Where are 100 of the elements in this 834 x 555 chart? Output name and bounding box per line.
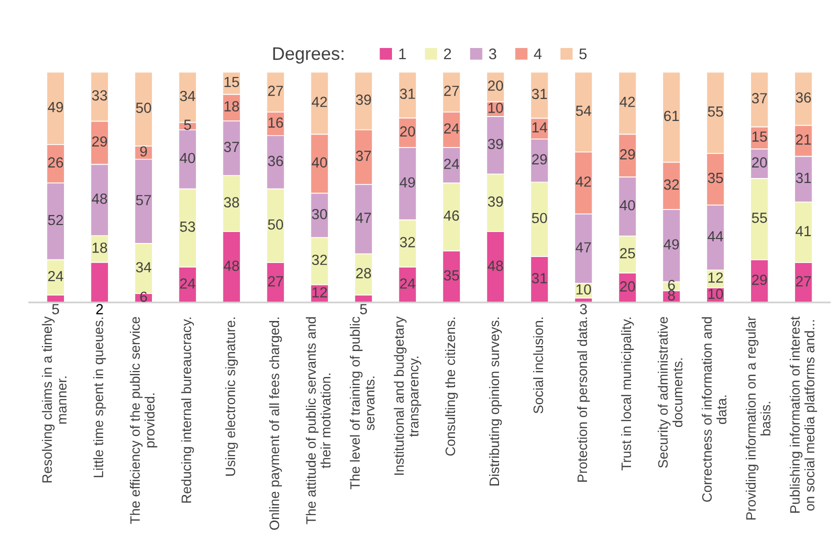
data-label: 55 (752, 212, 767, 223)
data-label: 12 (708, 272, 723, 283)
data-label: 32 (312, 254, 327, 266)
data-label: 20 (488, 80, 504, 91)
data-label: 49 (48, 102, 64, 112)
x-tick-label: The attitude of public servants and their motivation. (306, 317, 331, 524)
x-tick-label: Trust in local municipality. (621, 318, 634, 470)
data-label: 34 (180, 90, 196, 102)
x-tick-label: Providing information on a regular basis. (746, 316, 770, 520)
data-label: 12 (312, 287, 327, 298)
data-label: 10 (708, 288, 723, 300)
data-label: 29 (620, 149, 635, 160)
data-label: 27 (444, 86, 459, 96)
data-label: 29 (92, 136, 107, 147)
data-label: 39 (488, 196, 503, 207)
data-label: 6 (140, 292, 147, 302)
data-label: 27 (268, 86, 283, 96)
data-label: 18 (224, 101, 240, 112)
data-label: 10 (576, 284, 592, 295)
data-label: 50 (532, 212, 548, 224)
data-label: 20 (752, 157, 767, 168)
data-label: 5 (52, 304, 60, 314)
data-label: 29 (752, 274, 767, 285)
legend-label: 5 (579, 48, 587, 60)
data-label: 36 (796, 92, 811, 103)
data-label: 34 (136, 262, 152, 272)
x-tick-label: Distributing opinion surveys. (489, 318, 502, 486)
data-label: 24 (444, 123, 460, 134)
data-label: 33 (92, 90, 108, 101)
x-tick-label: Consulting the citizens. (445, 318, 458, 456)
legend-label: 2 (444, 48, 451, 60)
x-tick-label: Online payment of all fees charged. (269, 318, 282, 530)
data-label: 24 (444, 158, 460, 169)
data-label: 27 (268, 276, 283, 286)
data-label: 39 (356, 94, 371, 105)
x-tick-label: Little time spent in queues. (93, 318, 106, 478)
data-label: 50 (268, 219, 284, 230)
legend-label: 3 (489, 48, 496, 60)
data-label: 30 (312, 208, 328, 220)
data-label: 21 (796, 134, 811, 145)
data-label: 52 (48, 214, 63, 226)
data-label: 40 (180, 152, 196, 164)
data-label: 24 (400, 278, 416, 289)
data-label: 53 (180, 222, 196, 232)
data-label: 48 (92, 194, 108, 204)
data-label: 40 (620, 200, 636, 210)
data-label: 18 (92, 242, 108, 253)
x-tick-label: Using electronic signature. (225, 318, 238, 476)
text: 2 (96, 304, 103, 314)
data-label: 20 (620, 281, 636, 292)
data-label: 38 (224, 197, 240, 208)
data-label: 46 (444, 210, 459, 221)
data-label: 31 (400, 88, 415, 99)
data-label: 26 (48, 157, 64, 168)
data-label: 16 (268, 117, 284, 128)
data-label: 54 (576, 106, 592, 116)
data-label: 50 (136, 102, 152, 113)
x-tick-label: Correctness of information and data. (702, 317, 726, 502)
data-label: 42 (312, 96, 327, 107)
data-label: 27 (796, 276, 811, 286)
x-tick-label: Protection of personal data. (577, 318, 590, 482)
x-tick-label: The efficiency of the public service provided. (130, 316, 158, 524)
data-label: 3 (580, 304, 587, 314)
legend-label: 1 (399, 48, 406, 60)
data-label: 49 (400, 177, 415, 188)
x-tick-label: The level of training of public servants. (350, 316, 375, 490)
data-label: 40 (312, 157, 328, 168)
data-label: 49 (664, 239, 679, 250)
data-label: 47 (356, 212, 371, 223)
data-label: 14 (532, 122, 548, 132)
data-label: 57 (136, 195, 151, 206)
data-label: 35 (708, 172, 723, 184)
data-label: 35 (444, 270, 460, 281)
data-label: 15 (752, 132, 767, 142)
data-label: 37 (224, 142, 239, 152)
data-label: 44 (708, 231, 724, 242)
data-label: 55 (708, 106, 723, 117)
data-label: 37 (356, 150, 371, 161)
data-label: 5 (360, 304, 367, 314)
data-label: 39 (488, 138, 503, 150)
data-label: 32 (664, 179, 679, 190)
x-tick-label: Publishing information of interest on social media platforms and... (790, 316, 818, 513)
legend-label: 4 (534, 48, 542, 60)
data-label: 15 (224, 76, 240, 88)
data-label: 20 (400, 126, 416, 137)
data-label: 31 (532, 273, 547, 284)
data-label: 61 (664, 110, 679, 122)
data-label: 37 (752, 93, 767, 104)
data-label: 36 (268, 156, 284, 166)
legend-title: Degrees: (273, 47, 344, 64)
data-label: 8 (668, 290, 675, 300)
data-label: 41 (796, 226, 811, 236)
data-label: 6 (668, 280, 675, 290)
x-tick-label: Resolving claims in a timely manner. (42, 316, 67, 482)
data-label: 28 (356, 268, 371, 278)
x-tick-label: Institutional and budgetary transparency. (394, 316, 422, 475)
data-label: 48 (224, 260, 240, 271)
data-label: 24 (48, 270, 64, 282)
data-label: 31 (532, 88, 547, 100)
data-label: 47 (576, 242, 591, 252)
